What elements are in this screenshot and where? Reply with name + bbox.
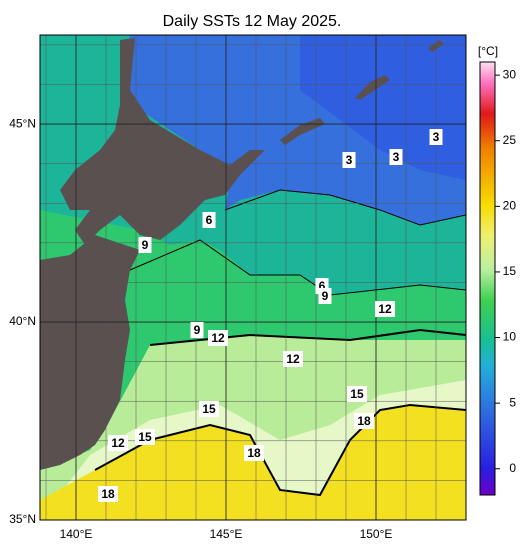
contour-label-box bbox=[354, 413, 374, 429]
x-tick-label: 145°E bbox=[210, 527, 243, 541]
colorbar-tick-label: 0 bbox=[509, 461, 516, 475]
colorbar-tick-label: 5 bbox=[509, 395, 516, 409]
contour-label-box bbox=[244, 445, 264, 461]
contour-label-box bbox=[190, 322, 204, 338]
contour-line bbox=[129, 239, 466, 296]
grid bbox=[40, 35, 466, 520]
contour-label: 9 bbox=[142, 238, 149, 252]
contour-label-box bbox=[375, 301, 395, 317]
contour-label: 12 bbox=[111, 436, 125, 450]
contour-label: 15 bbox=[202, 402, 216, 416]
colorbar-tick-label: 30 bbox=[503, 67, 517, 81]
x-tick-label: 140°E bbox=[60, 527, 93, 541]
colorbar-tick-label: 20 bbox=[503, 199, 517, 213]
contour-label-box bbox=[347, 386, 367, 402]
contour-label: 18 bbox=[247, 446, 261, 460]
y-tick-label: 40°N bbox=[9, 314, 36, 328]
contour-label-box bbox=[98, 486, 118, 502]
contour-label-box bbox=[342, 152, 356, 168]
contour-line bbox=[224, 189, 466, 226]
contour-label: 12 bbox=[211, 331, 225, 345]
contour-label: 3 bbox=[433, 130, 440, 144]
contour-label-box bbox=[199, 401, 219, 417]
title: Daily SSTs 12 May 2025. bbox=[163, 13, 342, 30]
contour-label-box bbox=[208, 330, 228, 346]
contour-label: 15 bbox=[350, 387, 364, 401]
contour-label: 15 bbox=[138, 430, 152, 444]
contour-label-box bbox=[429, 129, 443, 145]
contour-label: 12 bbox=[286, 352, 300, 366]
contour-label-box bbox=[202, 212, 216, 228]
contour-label-box bbox=[318, 288, 332, 304]
contour-label: 9 bbox=[322, 289, 329, 303]
contour-label: 9 bbox=[194, 323, 201, 337]
contour-line bbox=[94, 403, 466, 497]
contour-label-box bbox=[138, 237, 152, 253]
y-tick-label: 45°N bbox=[9, 116, 36, 130]
contour-label: 3 bbox=[346, 153, 353, 167]
colorbar-tick-label: 10 bbox=[503, 330, 517, 344]
land-kuril bbox=[280, 118, 325, 145]
land-honshu bbox=[40, 235, 140, 470]
x-tick-label: 150°E bbox=[360, 527, 393, 541]
colorbar-tick-label: 15 bbox=[503, 264, 517, 278]
contour-label: 3 bbox=[393, 150, 400, 164]
land-hokkaido bbox=[60, 38, 265, 245]
contour-label: 18 bbox=[101, 487, 115, 501]
contour-label-box bbox=[108, 435, 128, 451]
y-tick-label: 35°N bbox=[9, 512, 36, 526]
map-frame bbox=[39, 34, 467, 521]
colorbar-tick-label: 25 bbox=[503, 133, 517, 147]
contour-label: 12 bbox=[378, 302, 392, 316]
contour-label: 6 bbox=[319, 279, 326, 293]
contour-label-box bbox=[283, 351, 303, 367]
contour-label-box bbox=[135, 429, 155, 445]
contour-label: 6 bbox=[206, 213, 213, 227]
colorbar bbox=[479, 61, 496, 496]
land-kuril bbox=[355, 75, 390, 100]
axes: 140°E 145°E 150°E 35°N 40°N 45°N 0 5 10 15 20 25 30 bbox=[9, 67, 516, 541]
colorbar-label: [°C] bbox=[478, 44, 498, 58]
contour-label: 18 bbox=[357, 414, 371, 428]
sea-yellow bbox=[40, 405, 466, 520]
sea-deep-blue bbox=[300, 35, 466, 180]
contour-label-box bbox=[389, 149, 403, 165]
